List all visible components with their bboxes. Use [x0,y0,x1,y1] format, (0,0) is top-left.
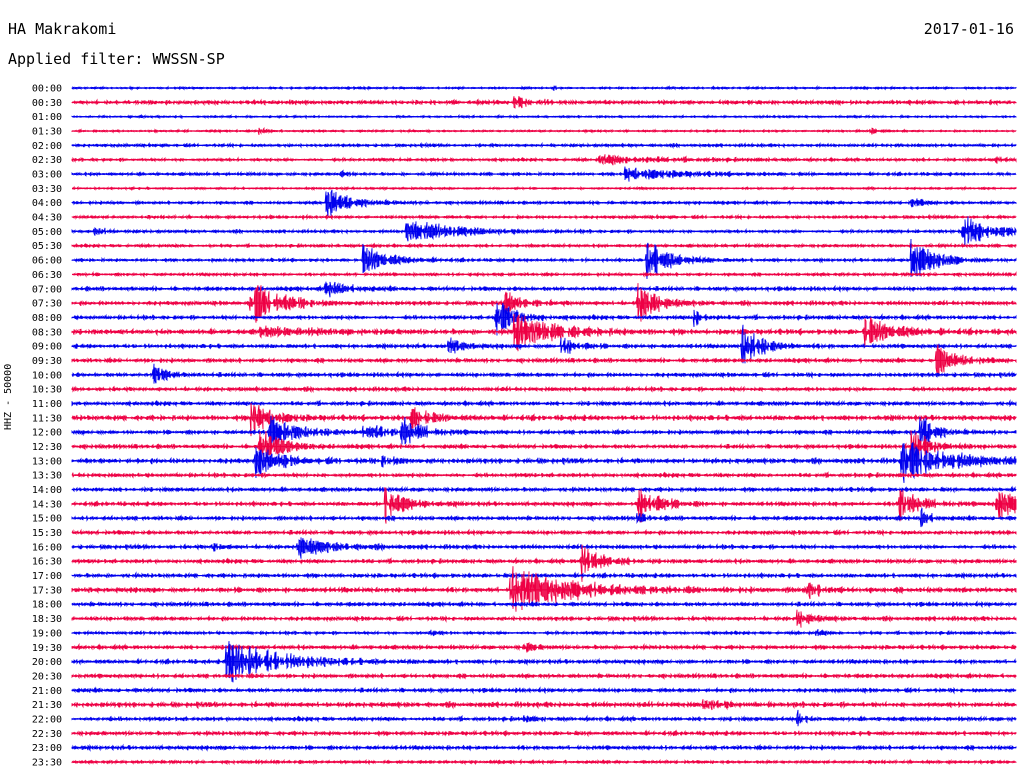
row-time-label: 16:30 [32,557,62,568]
trace-line [71,758,1017,766]
row-time-label: 17:00 [32,571,62,582]
row-time-label: 07:00 [32,284,62,295]
date-label: 2017-01-16 [923,20,1014,38]
row-time-label: 16:00 [32,542,62,553]
row-time-label: 05:30 [32,241,62,252]
row-time-label: 10:00 [32,370,62,381]
trace-line [71,363,1017,384]
row-time-label: 09:00 [32,342,62,353]
row-time-label: 01:30 [32,127,62,138]
row-time-label: 06:30 [32,270,62,281]
row-time-label: 19:00 [32,628,62,639]
trace-line [71,507,1017,528]
row-time-label: 08:00 [32,313,62,324]
filter-label: Applied filter: WWSSN-SP [8,50,225,68]
row-time-label: 11:30 [32,413,62,424]
trace-line [71,537,1017,559]
row-time-label: 17:30 [32,585,62,596]
trace-line [71,415,1017,448]
row-time-label: 12:30 [32,442,62,453]
row-time-label: 12:00 [32,428,62,439]
row-time-label: 05:00 [32,227,62,238]
row-time-label: 08:30 [32,327,62,338]
trace-line [71,281,1017,298]
row-time-label: 20:30 [32,671,62,682]
row-time-label: 04:00 [32,198,62,209]
row-time-label: 21:30 [32,700,62,711]
row-time-label: 18:00 [32,600,62,611]
row-time-label: 18:30 [32,614,62,625]
trace-line [71,709,1017,727]
trace-line [71,344,1017,377]
row-time-label: 03:00 [32,170,62,181]
station-title: HA Makrakomi [8,20,117,38]
row-time-label: 13:30 [32,471,62,482]
row-time-label: 02:00 [32,141,62,152]
row-time-label: 19:30 [32,643,62,654]
row-time-label: 09:30 [32,356,62,367]
row-time-label: 21:00 [32,686,62,697]
row-time-label: 14:00 [32,485,62,496]
row-time-label: 02:30 [32,155,62,166]
row-time-label: 14:30 [32,499,62,510]
trace-line [71,641,1017,683]
row-time-label: 00:00 [32,84,62,95]
row-time-label: 15:30 [32,528,62,539]
row-time-label: 00:30 [32,98,62,109]
row-time-label: 20:00 [32,657,62,668]
row-time-label: 03:30 [32,184,62,195]
row-time-label: 11:00 [32,399,62,410]
row-time-label: 01:00 [32,112,62,123]
row-time-label: 07:30 [32,299,62,310]
row-time-label: 22:00 [32,714,62,725]
row-time-label: 04:30 [32,213,62,224]
row-time-label: 10:30 [32,385,62,396]
row-time-label: 22:30 [32,729,62,740]
row-time-label: 15:00 [32,514,62,525]
row-time-label: 23:00 [32,743,62,754]
row-time-label: 13:00 [32,456,62,467]
trace-line [71,442,1017,483]
row-time-label: 23:30 [32,757,62,768]
row-time-label: 06:00 [32,256,62,267]
